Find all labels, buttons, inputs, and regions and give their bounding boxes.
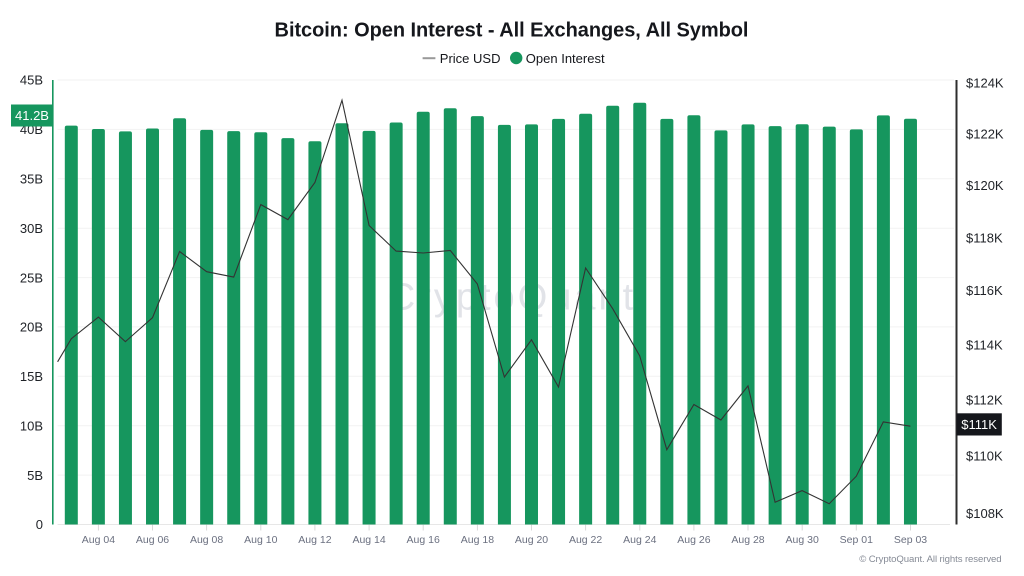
svg-text:10B: 10B	[20, 418, 43, 433]
svg-text:Aug 26: Aug 26	[677, 534, 710, 546]
svg-text:$120K: $120K	[966, 178, 1004, 193]
svg-text:Open Interest: Open Interest	[526, 51, 605, 66]
svg-text:$122K: $122K	[966, 126, 1004, 141]
svg-text:$110K: $110K	[966, 449, 1003, 464]
svg-text:20B: 20B	[20, 320, 43, 335]
svg-text:30B: 30B	[20, 221, 43, 236]
svg-text:Aug 10: Aug 10	[244, 534, 277, 546]
svg-text:$108K: $108K	[966, 506, 1004, 521]
svg-text:Price USD: Price USD	[440, 51, 501, 66]
svg-text:Aug 16: Aug 16	[407, 534, 440, 546]
svg-text:Aug 20: Aug 20	[515, 534, 548, 546]
svg-text:5B: 5B	[27, 468, 43, 483]
svg-text:Sep 03: Sep 03	[894, 534, 927, 546]
svg-text:Bitcoin: Open Interest - All E: Bitcoin: Open Interest - All Exchanges, …	[275, 19, 749, 41]
svg-text:$111K: $111K	[961, 417, 997, 432]
svg-text:© CryptoQuant. All rights rese: © CryptoQuant. All rights reserved	[859, 554, 1001, 565]
svg-text:Aug 06: Aug 06	[136, 534, 169, 546]
svg-text:0: 0	[36, 517, 43, 532]
svg-text:Sep 01: Sep 01	[840, 534, 873, 546]
svg-text:$124K: $124K	[966, 76, 1004, 91]
svg-text:41.2B: 41.2B	[15, 108, 49, 123]
svg-text:Aug 04: Aug 04	[82, 534, 115, 546]
svg-text:15B: 15B	[20, 369, 43, 384]
svg-text:45B: 45B	[20, 73, 43, 88]
svg-text:Aug 30: Aug 30	[786, 534, 819, 546]
svg-text:$116K: $116K	[966, 283, 1003, 298]
svg-text:$112K: $112K	[966, 392, 1003, 407]
svg-text:25B: 25B	[20, 270, 43, 285]
svg-text:Aug 12: Aug 12	[298, 534, 331, 546]
svg-text:$118K: $118K	[966, 230, 1003, 245]
svg-text:Aug 18: Aug 18	[461, 534, 494, 546]
svg-text:Aug 24: Aug 24	[623, 534, 656, 546]
svg-text:Aug 28: Aug 28	[731, 534, 764, 546]
svg-text:Aug 14: Aug 14	[352, 534, 385, 546]
svg-text:35B: 35B	[20, 172, 43, 187]
svg-text:Aug 22: Aug 22	[569, 534, 602, 546]
svg-text:Aug 08: Aug 08	[190, 534, 223, 546]
svg-text:$114K: $114K	[966, 338, 1003, 353]
